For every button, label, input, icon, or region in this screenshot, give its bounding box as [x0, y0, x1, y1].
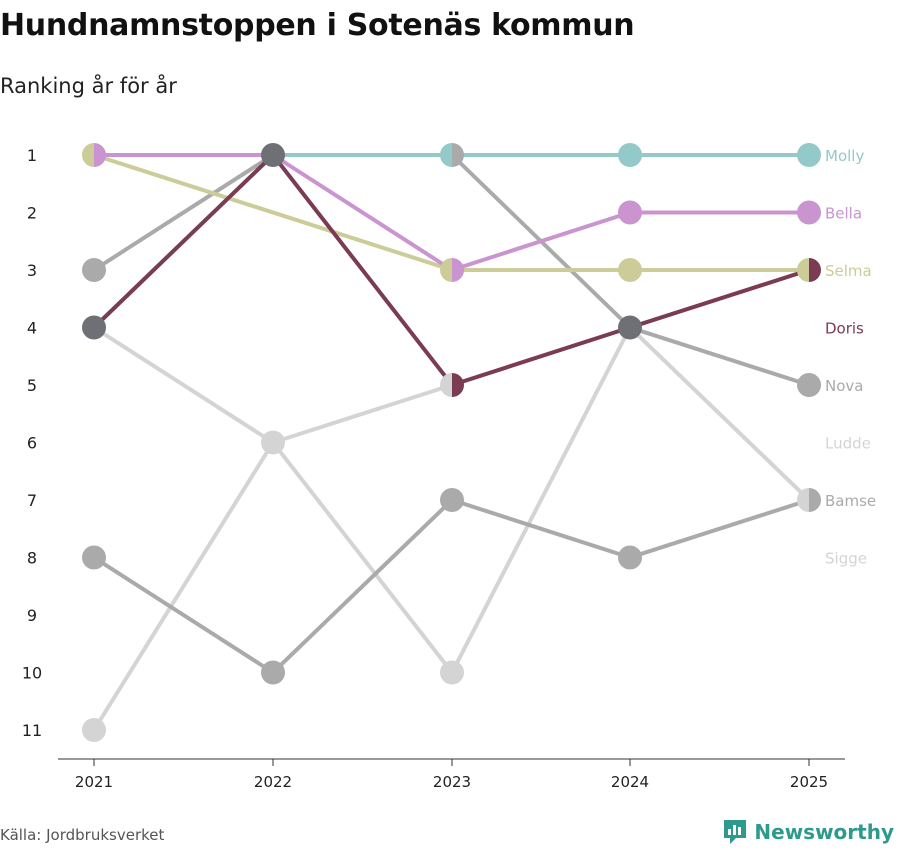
marker-ludde-2021 — [82, 718, 106, 742]
marker-nova-2023 — [452, 143, 464, 167]
marker-ludde-2023 — [440, 373, 452, 397]
series-label-nova: Nova — [825, 377, 863, 395]
marker-bella-2021 — [94, 143, 106, 167]
y-tick-label-3: 3 — [27, 261, 37, 280]
series-line-bella — [94, 153, 809, 272]
y-tick-label-10: 10 — [22, 664, 42, 683]
series-line-bamse — [92, 498, 810, 675]
marker-sigge-2023 — [440, 660, 464, 685]
brand-logo: Newsworthy — [722, 818, 894, 846]
y-tick-label-8: 8 — [27, 549, 37, 568]
marker-nova-2025 — [797, 373, 821, 397]
marker-doris-2025 — [809, 258, 821, 282]
y-tick-label-7: 7 — [27, 491, 37, 510]
series-label-doris: Doris — [825, 320, 864, 338]
series-label-sigge: Sigge — [825, 550, 867, 568]
marker-bella-2025 — [797, 200, 821, 225]
x-tick-label-2023: 2023 — [433, 773, 471, 791]
marker-bella-2024 — [618, 200, 642, 225]
y-tick-label-1: 1 — [27, 146, 37, 165]
marker-molly-2023 — [440, 143, 452, 167]
marker-selma-2024 — [618, 258, 642, 282]
marker-molly-2024 — [618, 143, 642, 167]
x-tick-label-2024: 2024 — [611, 773, 649, 791]
y-tick-label-9: 9 — [27, 606, 37, 625]
marker-bamse-2024 — [618, 545, 642, 570]
y-tick-label-2: 2 — [27, 204, 37, 223]
series-line-molly — [92, 153, 809, 329]
brand-name: Newsworthy — [754, 820, 894, 844]
x-tick-label-2022: 2022 — [254, 773, 292, 791]
source-note: Källa: Jordbruksverket — [0, 826, 165, 844]
chart-title: Hundnamnstoppen i Sotenäs kommun — [0, 8, 635, 43]
marker-bella-2023 — [452, 258, 464, 282]
y-tick-label-5: 5 — [27, 376, 37, 395]
marker-bamse-2021 — [82, 545, 106, 570]
marker-ludde-2022 — [273, 430, 285, 455]
series-label-bella: Bella — [825, 205, 862, 223]
series-label-molly: Molly — [825, 147, 864, 165]
y-tick-label-4: 4 — [27, 319, 37, 338]
y-tick-label-11: 11 — [22, 721, 42, 740]
x-tick-label-2021: 2021 — [75, 773, 113, 791]
chart-subtitle: Ranking år för år — [0, 74, 177, 98]
newsworthy-logo-icon — [724, 820, 747, 844]
marker-bamse-2022 — [261, 660, 285, 685]
marker-sigge-2022 — [261, 430, 273, 455]
series-line-selma — [93, 153, 809, 272]
series-label-bamse: Bamse — [825, 492, 876, 510]
marker-bamse-2025 — [809, 488, 821, 512]
marker-tied-2024-4 — [618, 315, 642, 340]
marker-doris-2023 — [452, 373, 464, 397]
series-label-ludde: Ludde — [825, 435, 871, 453]
marker-selma-2021 — [82, 143, 94, 167]
marker-selma-2023 — [440, 258, 452, 282]
x-tick-label-2025: 2025 — [790, 773, 828, 791]
series-label-selma: Selma — [825, 262, 872, 280]
marker-tied-2022-1 — [261, 143, 285, 167]
marker-selma-2025 — [797, 258, 809, 282]
marker-nova-2021 — [82, 258, 106, 282]
marker-tied-2021-4 — [82, 315, 106, 340]
marker-molly-2025 — [797, 143, 821, 167]
marker-bamse-2023 — [440, 488, 464, 512]
y-tick-label-6: 6 — [27, 434, 37, 453]
marker-sigge-2025 — [797, 488, 809, 512]
